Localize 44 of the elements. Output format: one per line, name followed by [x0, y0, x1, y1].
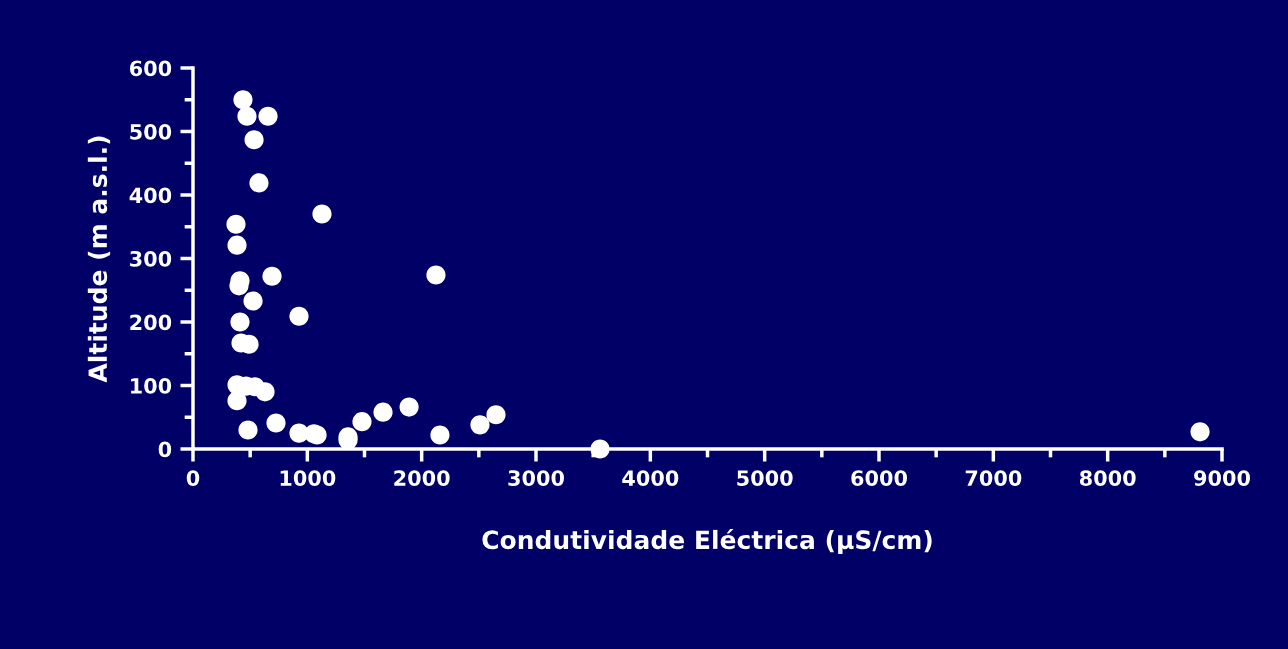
x-tick-label: 2000	[394, 470, 450, 486]
y-tick-label: 400	[129, 187, 172, 204]
x-axis-title: Condutividade Eléctrica (μS/cm)	[482, 528, 932, 555]
point	[238, 420, 258, 440]
y-tick-label: 100	[131, 377, 172, 394]
y-axis-title: Altitude (m a.s.l.)	[87, 136, 111, 383]
x-tick-label: 9000	[1194, 470, 1250, 486]
x-tick-label: 8000	[1079, 470, 1136, 486]
point	[243, 291, 263, 311]
x-tick-label: 7000	[965, 470, 1022, 486]
point	[244, 130, 264, 150]
point	[266, 413, 286, 433]
y-tick-label: 600	[129, 60, 172, 77]
point	[226, 214, 246, 234]
point	[486, 405, 506, 425]
point	[227, 235, 247, 255]
point	[312, 204, 332, 224]
point	[237, 106, 257, 126]
point	[430, 425, 450, 445]
point	[258, 106, 278, 126]
point	[227, 391, 247, 411]
x-tick-label: 3000	[508, 470, 564, 486]
point	[262, 266, 282, 286]
point	[233, 90, 253, 110]
point	[426, 265, 446, 285]
point	[289, 306, 309, 326]
x-tick-label: 6000	[851, 470, 907, 486]
point	[1190, 422, 1210, 442]
x-tick-label: 5000	[737, 470, 793, 486]
point	[230, 312, 250, 332]
point	[470, 415, 490, 435]
y-tick-label: 200	[130, 314, 172, 331]
x-tick-label: 0	[186, 470, 200, 486]
y-tick-label: 500	[130, 123, 172, 140]
y-tick-label: 300	[130, 250, 172, 267]
point	[249, 173, 269, 193]
point	[255, 382, 275, 402]
y-tick-label: 0	[158, 441, 172, 458]
x-tick-label: 1000	[280, 470, 336, 486]
point	[399, 397, 419, 417]
point	[373, 402, 393, 422]
point	[590, 439, 610, 459]
x-tick-label: 4000	[622, 470, 679, 486]
point	[352, 412, 372, 432]
